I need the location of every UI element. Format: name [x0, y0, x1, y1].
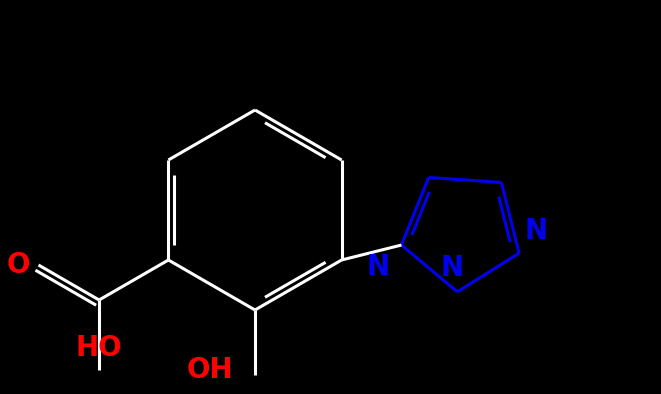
Text: N: N [441, 254, 464, 282]
Text: OH: OH [186, 356, 233, 384]
Text: N: N [524, 217, 547, 245]
Text: O: O [7, 251, 30, 279]
Text: N: N [366, 253, 389, 281]
Text: HO: HO [76, 334, 122, 362]
